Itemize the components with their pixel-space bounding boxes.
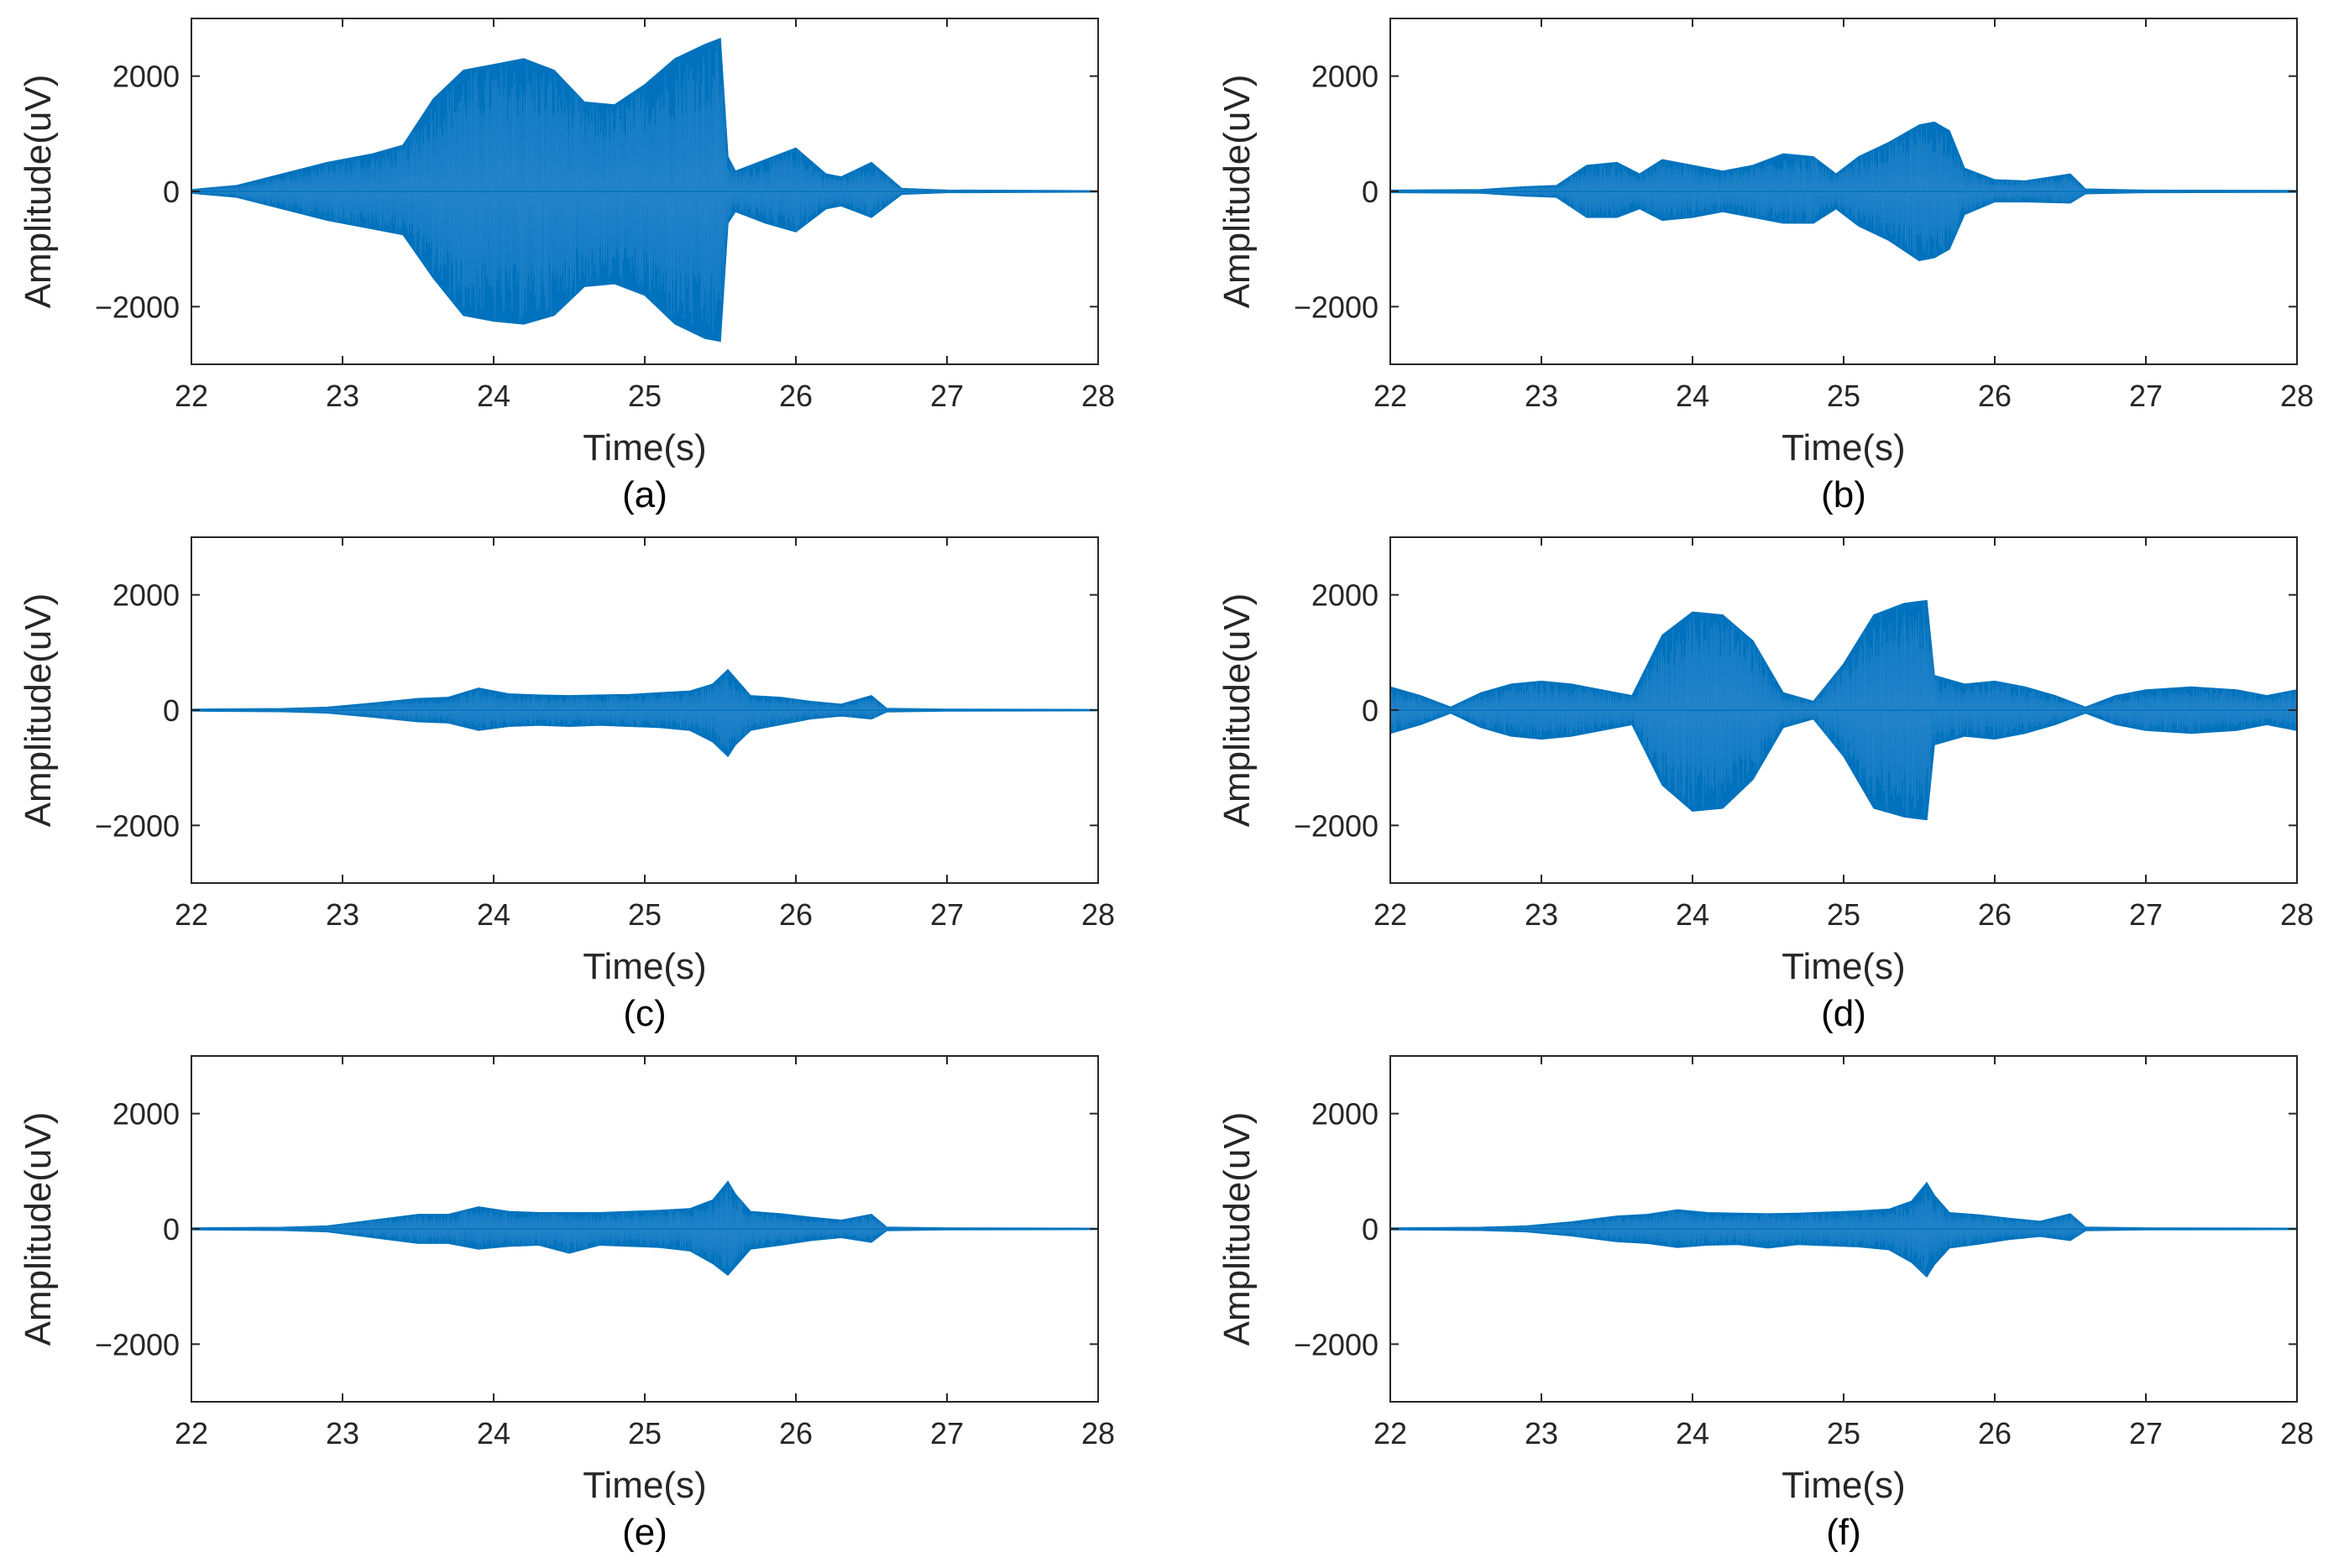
y-tick-label: 2000: [112, 578, 180, 613]
y-axis-label: Amplitude(uV): [18, 75, 59, 309]
x-tick-label: 23: [1525, 379, 1558, 413]
x-tick-label: 27: [2129, 379, 2163, 413]
x-tick-label: 28: [1081, 1416, 1115, 1450]
panel-caption: (b): [1821, 474, 1866, 515]
x-tick-label: 24: [477, 379, 510, 413]
signal-series: [191, 1180, 1099, 1276]
y-tick-label: 2000: [112, 1097, 180, 1132]
x-tick-label: 24: [1676, 379, 1709, 413]
y-tick-label: 0: [1362, 175, 1379, 209]
x-tick-label: 28: [1081, 897, 1115, 932]
panel-d: 22 23 24 25 26 27 28 −2000 0 2000 Time(s) Amplitude…: [1216, 536, 2314, 1034]
x-tick-label: 27: [930, 1416, 964, 1450]
x-tick-label: 27: [930, 379, 964, 413]
y-tick-label: 2000: [1311, 60, 1379, 94]
x-tick-label: 27: [2129, 897, 2163, 932]
x-tick-label: 28: [2280, 897, 2314, 932]
x-tick-label: 25: [1827, 1416, 1860, 1450]
signal-series: [191, 37, 1099, 342]
x-tick-label: 26: [1978, 1416, 2012, 1450]
x-tick-label: 24: [477, 897, 510, 932]
y-axis-label: Amplitude(uV): [1216, 75, 1258, 309]
x-tick-label: 27: [2129, 1416, 2163, 1450]
x-axis-label: Time(s): [583, 1465, 706, 1506]
x-tick-label: 22: [1373, 897, 1407, 932]
x-tick-label: 25: [628, 897, 662, 932]
x-tick-label: 24: [1676, 897, 1709, 932]
signal-series: [1389, 121, 2298, 262]
y-tick-label: −2000: [1294, 290, 1379, 324]
x-axis-label: Time(s): [583, 946, 706, 987]
signal-series: [191, 668, 1099, 758]
y-tick-label: 2000: [1311, 578, 1379, 613]
signal-envelope: [1389, 1181, 2298, 1278]
y-axis-label: Amplitude(uV): [18, 1112, 59, 1346]
x-axis-label: Time(s): [1782, 427, 1905, 468]
x-tick-label: 23: [326, 1416, 359, 1450]
x-tick-label: 28: [1081, 379, 1115, 413]
x-tick-label: 27: [930, 897, 964, 932]
x-tick-label: 22: [1373, 1416, 1407, 1450]
panel-c: 22 23 24 25 26 27 28 −2000 0 2000 Time(s) Amplitude…: [18, 536, 1115, 1034]
panel-b: 22 23 24 25 26 27 28 −2000 0 2000 Time(s) Amplitude…: [1216, 18, 2314, 515]
x-tick-label: 26: [1978, 379, 2012, 413]
x-tick-label: 23: [326, 379, 359, 413]
y-tick-label: 0: [163, 693, 180, 728]
panel-caption: (a): [622, 474, 667, 515]
y-tick-label: 0: [1362, 693, 1379, 728]
signal-line: [191, 1185, 1099, 1270]
y-tick-label: −2000: [95, 1327, 180, 1362]
x-tick-label: 26: [779, 379, 813, 413]
x-tick-label: 25: [1827, 379, 1860, 413]
x-tick-label: 22: [175, 1416, 208, 1450]
y-tick-label: 2000: [1311, 1097, 1379, 1132]
x-tick-label: 23: [326, 897, 359, 932]
x-tick-label: 25: [1827, 897, 1860, 932]
x-tick-label: 24: [1676, 1416, 1709, 1450]
x-tick-label: 25: [628, 379, 662, 413]
y-tick-label: 0: [1362, 1212, 1379, 1247]
x-tick-label: 22: [1373, 379, 1407, 413]
panel-e: 22 23 24 25 26 27 28 −2000 0 2000 Time(s) Amplitude…: [18, 1055, 1115, 1553]
panel-caption: (f): [1826, 1512, 1861, 1553]
signal-series: [1389, 599, 2298, 821]
x-tick-label: 22: [175, 897, 208, 932]
y-tick-label: −2000: [1294, 808, 1379, 843]
x-axis-label: Time(s): [583, 427, 706, 468]
x-tick-label: 28: [2280, 1416, 2314, 1450]
x-tick-label: 23: [1525, 1416, 1558, 1450]
x-tick-label: 22: [175, 379, 208, 413]
x-tick-label: 28: [2280, 379, 2314, 413]
y-axis-label: Amplitude(uV): [1216, 593, 1258, 828]
panel-caption: (c): [623, 993, 666, 1034]
y-tick-label: 2000: [112, 60, 180, 94]
x-tick-label: 25: [628, 1416, 662, 1450]
panel-a: 22 23 24 25 26 27 28 −2000 0 2000 Time(s) Amplitude…: [18, 18, 1115, 515]
x-tick-label: 26: [779, 1416, 813, 1450]
y-tick-label: 0: [163, 175, 180, 209]
signal-envelope: [191, 668, 1099, 758]
x-tick-label: 26: [1978, 897, 2012, 932]
panel-caption: (e): [622, 1512, 667, 1553]
y-axis-label: Amplitude(uV): [18, 593, 59, 828]
x-axis-label: Time(s): [1782, 946, 1905, 987]
x-axis-label: Time(s): [1782, 1465, 1905, 1506]
y-tick-label: −2000: [1294, 1327, 1379, 1362]
x-tick-label: 26: [779, 897, 813, 932]
y-axis-label: Amplitude(uV): [1216, 1112, 1258, 1346]
signal-line: [1389, 601, 2298, 816]
y-tick-label: −2000: [95, 290, 180, 324]
panel-f: 22 23 24 25 26 27 28 −2000 0 2000 Time(s) Amplitude…: [1216, 1055, 2314, 1553]
x-tick-label: 23: [1525, 897, 1558, 932]
signal-series: [1389, 1181, 2298, 1278]
panel-caption: (d): [1821, 993, 1866, 1034]
y-tick-label: 0: [163, 1212, 180, 1247]
x-tick-label: 24: [477, 1416, 510, 1450]
y-tick-label: −2000: [95, 808, 180, 843]
